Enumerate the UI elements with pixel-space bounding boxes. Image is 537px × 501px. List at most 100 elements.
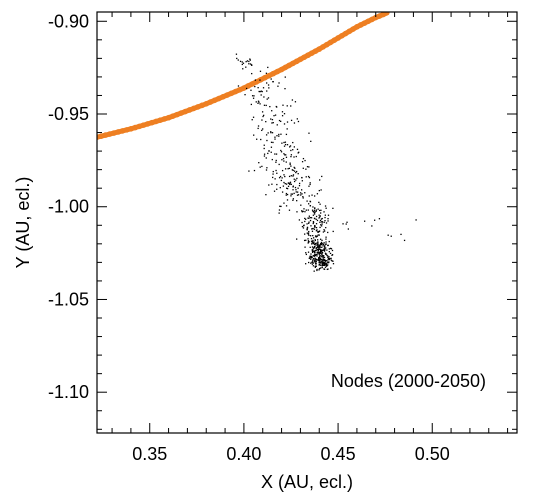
node-point [319,267,322,269]
node-point [316,269,318,272]
node-point [239,60,242,63]
node-point [332,207,334,210]
node-point [276,106,278,108]
node-point [318,217,320,219]
orbit-series [97,12,390,140]
node-point [302,196,304,198]
node-point [280,120,282,123]
node-point [267,97,270,99]
node-point [281,159,283,161]
node-point [308,215,311,217]
node-point [321,221,323,223]
node-point [272,173,274,175]
node-point [293,156,295,158]
node-point [307,175,310,178]
node-point [295,170,298,173]
node-point [281,111,284,113]
node-point [292,169,294,172]
node-point [293,166,295,169]
orbit-point [241,85,247,91]
node-point [281,169,284,172]
node-point [285,133,288,136]
node-point [276,188,278,190]
node-point [327,220,329,222]
node-point [266,167,268,169]
node-point [300,194,302,196]
node-point [324,262,326,264]
node-point [270,131,272,134]
node-point [308,195,310,197]
node-point [309,205,312,207]
node-point [275,159,277,162]
orbit-point [270,70,277,77]
node-point [301,189,303,191]
node-point [300,204,302,206]
nodes-series [235,53,417,272]
node-point [324,205,327,207]
node-point [320,189,322,191]
node-point [310,262,312,264]
node-point [283,113,286,115]
node-point [331,254,334,256]
node-point [326,254,328,257]
node-point [326,249,328,251]
node-point [308,185,310,187]
node-point [302,167,304,169]
node-point [313,243,316,245]
node-point [321,266,323,268]
node-point [302,197,304,199]
node-point [259,166,261,168]
node-point [328,240,330,243]
node-point [322,256,324,258]
node-point [301,177,303,179]
node-point [308,257,310,259]
node-point [281,191,284,193]
node-point [301,221,303,224]
node-point [318,251,320,253]
node-point [259,79,261,81]
x-axis: 0.35 0.40 0.45 0.50 [111,12,509,464]
node-point [283,181,285,184]
node-point [295,191,297,193]
node-point [317,248,319,251]
node-point [271,122,273,124]
node-point [289,183,291,186]
node-point [261,111,264,113]
node-point [309,182,311,184]
node-point [290,175,292,177]
node-point [297,173,299,175]
node-point [320,242,322,245]
node-point [318,254,321,256]
node-point [314,211,316,213]
node-point [256,138,258,140]
node-point [323,268,325,270]
node-point [312,237,315,239]
node-point [248,60,250,63]
y-axis-title: Y (AU, ecl.) [13,177,33,269]
node-point [315,223,318,225]
node-point [319,215,321,217]
node-point [319,256,321,258]
node-point [371,225,373,227]
node-point [272,170,274,173]
node-point [324,245,326,247]
node-point [275,153,278,155]
node-point [282,157,285,160]
node-point [325,243,327,245]
node-point [290,149,292,152]
node-point [312,239,314,242]
node-point [307,240,310,242]
node-point [288,167,291,170]
node-point [266,139,268,142]
node-point [292,199,294,201]
node-point [285,161,287,163]
node-point [311,242,313,244]
node-point [324,263,326,265]
node-point [272,141,274,144]
node-point [314,266,317,268]
node-point [314,224,316,227]
node-point [292,189,294,191]
node-point [327,264,329,266]
y-tick-label: -0.95 [48,104,89,124]
node-point [313,246,316,248]
